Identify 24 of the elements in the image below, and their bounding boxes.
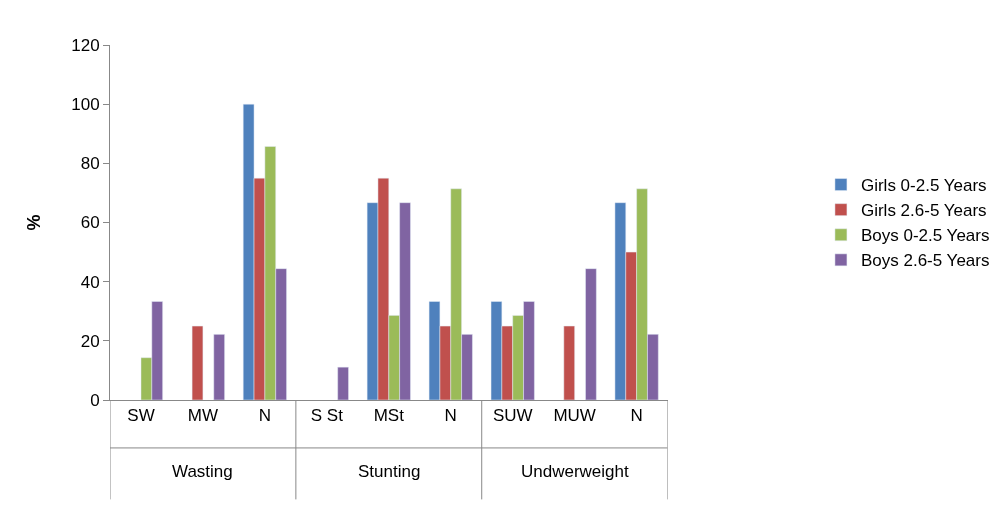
y-axis-title: % bbox=[24, 214, 45, 231]
y-tick-label: 20 bbox=[80, 331, 100, 351]
x-tick-label: MSt bbox=[373, 406, 405, 426]
y-tick-label: 60 bbox=[80, 213, 100, 233]
x-tick-label: N bbox=[630, 406, 643, 426]
legend-label: Boys 2.6-5 Years bbox=[860, 251, 990, 271]
x-tick-label: S St bbox=[310, 406, 344, 426]
x-tick-label: SW bbox=[127, 406, 155, 426]
legend-label: Boys 0-2.5 Years bbox=[860, 226, 990, 246]
text: Stunting bbox=[358, 462, 421, 481]
x-tick-label: MW bbox=[187, 406, 219, 426]
y-tick-label: 80 bbox=[80, 154, 100, 174]
legend-label: Girls 2.6-5 Years bbox=[860, 201, 987, 221]
x-tick-label: SUW bbox=[492, 406, 533, 426]
y-tick-label: 120 bbox=[71, 35, 100, 55]
y-tick-label: 100 bbox=[71, 95, 100, 115]
x-tick-label: N bbox=[258, 406, 272, 426]
y-tick-label: 40 bbox=[80, 272, 100, 292]
text: Wasting bbox=[172, 462, 233, 481]
x-tick-label: N bbox=[444, 406, 457, 426]
x-tick-label: MUW bbox=[553, 406, 596, 426]
text: Undwerweight bbox=[521, 462, 629, 481]
legend-label: Girls 0-2.5 Years bbox=[860, 176, 987, 196]
y-tick-label: 0 bbox=[90, 390, 100, 410]
